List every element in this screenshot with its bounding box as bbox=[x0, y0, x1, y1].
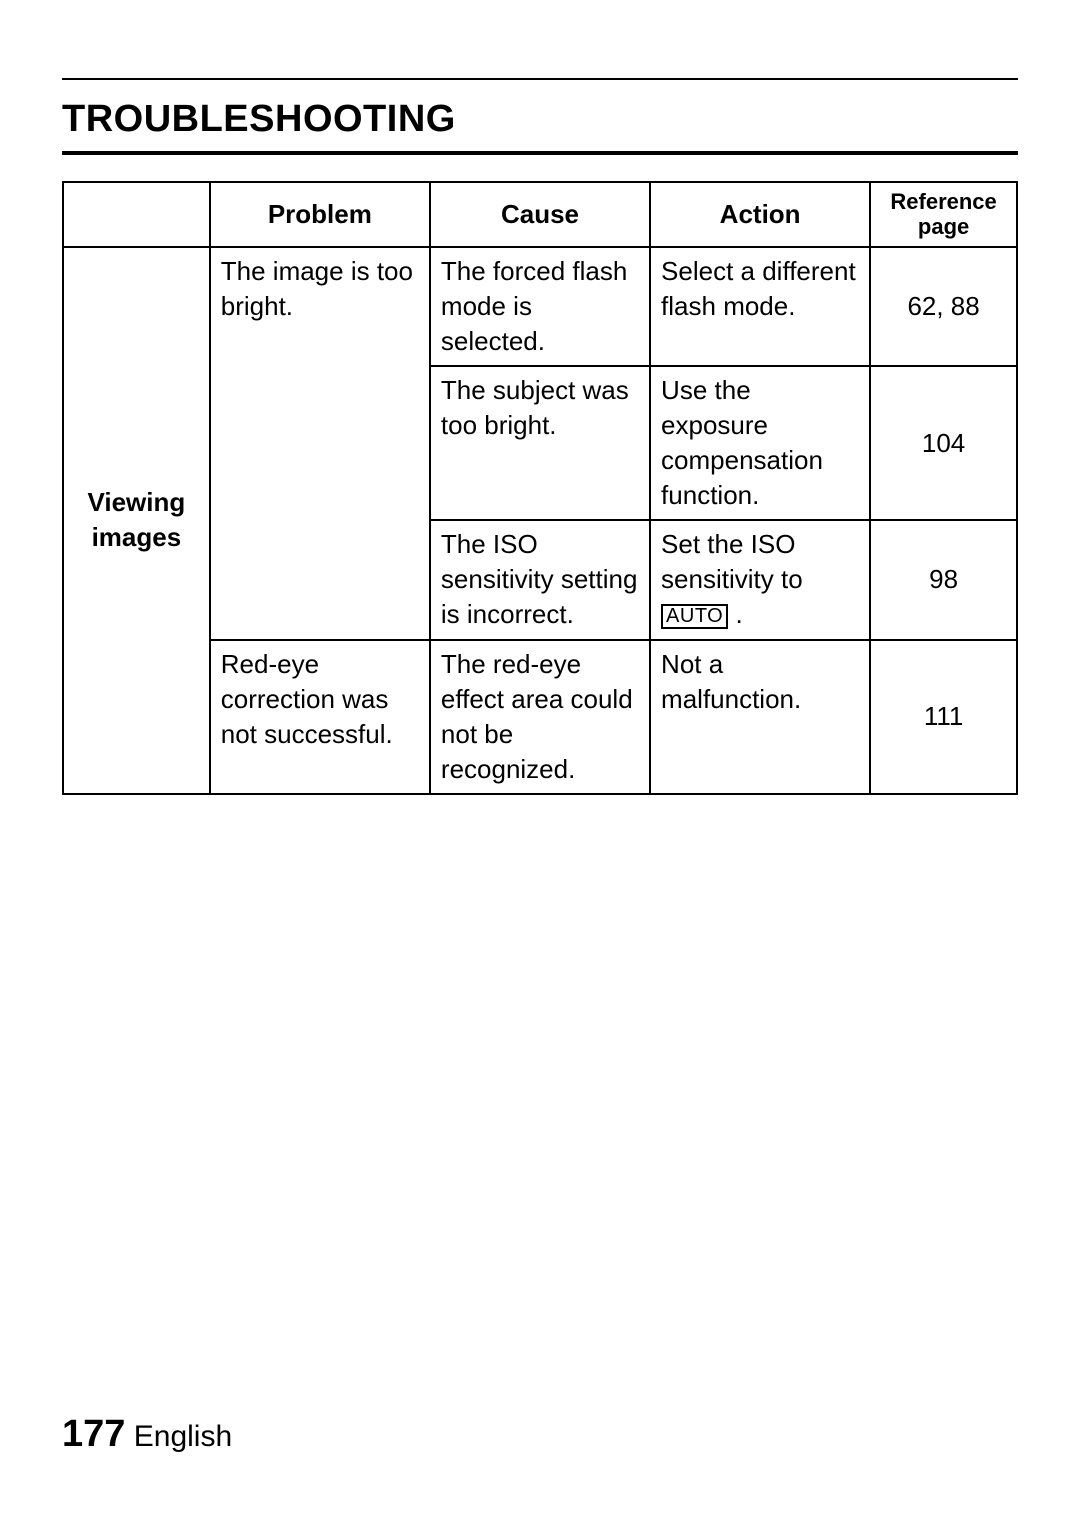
cell-reference: 62, 88 bbox=[870, 247, 1017, 366]
troubleshooting-table: Problem Cause Action Reference page View… bbox=[62, 181, 1018, 795]
cell-cause: The ISO sensitivity setting is incorrect… bbox=[430, 520, 650, 639]
auto-icon: AUTO bbox=[661, 604, 728, 629]
page-title: TROUBLESHOOTING bbox=[62, 98, 1018, 141]
page-footer: 177 English bbox=[62, 1413, 232, 1456]
cell-reference: 98 bbox=[870, 520, 1017, 639]
table-row: Viewing images The image is too bright. … bbox=[63, 247, 1017, 366]
rule-top bbox=[62, 78, 1018, 80]
cell-action: Set the ISO sensitivity to AUTO . bbox=[650, 520, 870, 639]
page-language: English bbox=[134, 1420, 232, 1453]
header-category bbox=[63, 182, 210, 247]
page-number: 177 bbox=[62, 1413, 125, 1455]
cell-cause: The red-eye effect area could not be rec… bbox=[430, 640, 650, 794]
cell-reference: 104 bbox=[870, 366, 1017, 520]
header-problem: Problem bbox=[210, 182, 430, 247]
rule-under-title bbox=[62, 151, 1018, 155]
cell-action: Select a different flash mode. bbox=[650, 247, 870, 366]
cell-cause: The forced flash mode is selected. bbox=[430, 247, 650, 366]
cell-action: Not a malfunction. bbox=[650, 640, 870, 794]
action-text-post: . bbox=[728, 599, 742, 629]
cell-category: Viewing images bbox=[63, 247, 210, 794]
cell-problem: Red-eye correction was not successful. bbox=[210, 640, 430, 794]
cell-action: Use the exposure compensation function. bbox=[650, 366, 870, 520]
cell-cause: The subject was too bright. bbox=[430, 366, 650, 520]
cell-reference: 111 bbox=[870, 640, 1017, 794]
header-cause: Cause bbox=[430, 182, 650, 247]
table-header-row: Problem Cause Action Reference page bbox=[63, 182, 1017, 247]
action-text-pre: Set the ISO sensitivity to bbox=[661, 529, 803, 594]
header-action: Action bbox=[650, 182, 870, 247]
cell-problem: The image is too bright. bbox=[210, 247, 430, 640]
header-reference: Reference page bbox=[870, 182, 1017, 247]
